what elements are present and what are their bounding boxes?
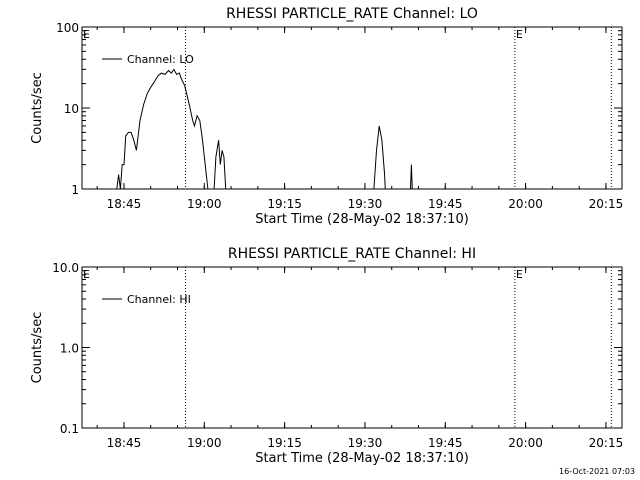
event-marker: E — [516, 28, 523, 41]
series-line-lo — [116, 68, 413, 189]
timestamp-footer: 16-Oct-2021 07:03 — [559, 467, 635, 476]
y-tick-label: 1.0 — [60, 342, 79, 356]
x-tick-label: 19:00 — [187, 436, 222, 450]
x-tick-label: 19:45 — [428, 436, 463, 450]
x-tick-label: 19:15 — [267, 197, 302, 211]
x-tick-label: 20:00 — [508, 436, 543, 450]
y-tick-label: 0.1 — [60, 422, 79, 436]
chart-panel-1: RHESSI PARTICLE_RATE Channel: LO 18:45 19:… — [30, 6, 623, 227]
y-axis-label: Counts/sec — [30, 312, 45, 384]
y-tick-label: 10.0 — [52, 261, 79, 275]
x-tick-label: 20:15 — [589, 197, 624, 211]
event-marker: E — [83, 28, 90, 41]
chart-title: RHESSI PARTICLE_RATE Channel: LO — [226, 6, 478, 22]
chart-title: RHESSI PARTICLE_RATE Channel: HI — [228, 246, 476, 262]
x-tick-label: 19:30 — [348, 197, 383, 211]
event-marker: E — [516, 268, 523, 281]
y-axis-label: Counts/sec — [30, 72, 45, 144]
y-tick-label: 1 — [71, 183, 79, 197]
x-tick-label: 20:15 — [589, 436, 624, 450]
y-tick-label: 100 — [56, 21, 79, 35]
x-tick-label: 19:00 — [187, 197, 222, 211]
y-tick-label: 10 — [64, 102, 79, 116]
x-tick-label: 19:30 — [348, 436, 383, 450]
legend-label: Channel: LO — [127, 53, 194, 66]
event-marker: E — [83, 268, 90, 281]
x-tick-label: 19:15 — [267, 436, 302, 450]
x-tick-label: 19:45 — [428, 197, 463, 211]
x-tick-label: 20:00 — [508, 197, 543, 211]
x-tick-label: 18:45 — [107, 197, 142, 211]
x-axis-label: Start Time (28-May-02 18:37:10) — [255, 451, 469, 466]
legend-label: Channel: HI — [127, 293, 191, 306]
x-axis-label: Start Time (28-May-02 18:37:10) — [255, 212, 469, 227]
x-tick-label: 18:45 — [107, 436, 142, 450]
chart-panel-2: RHESSI PARTICLE_RATE Channel: HI 18:45 19:… — [30, 246, 623, 466]
